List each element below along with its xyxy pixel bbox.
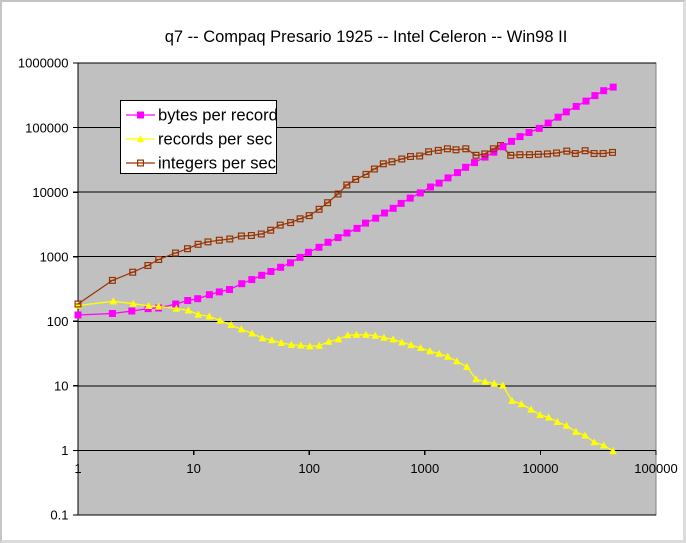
svg-text:1: 1 — [61, 443, 68, 458]
svg-text:100000: 100000 — [634, 461, 677, 476]
svg-text:records per sec: records per sec — [158, 129, 272, 148]
svg-text:10000: 10000 — [32, 185, 68, 200]
svg-text:1000: 1000 — [410, 461, 439, 476]
svg-text:10: 10 — [54, 379, 68, 394]
svg-text:bytes per record: bytes per record — [158, 105, 278, 124]
svg-text:100000: 100000 — [25, 120, 68, 135]
svg-text:100: 100 — [298, 461, 320, 476]
svg-text:q7 -- Compaq Presario 1925 --: q7 -- Compaq Presario 1925 -- Intel Cele… — [165, 28, 568, 46]
svg-text:100: 100 — [47, 314, 69, 329]
svg-text:1: 1 — [74, 461, 81, 476]
svg-text:1000: 1000 — [40, 249, 69, 264]
svg-text:10000: 10000 — [522, 461, 558, 476]
svg-text:10: 10 — [186, 461, 200, 476]
svg-text:0.1: 0.1 — [50, 508, 68, 523]
svg-text:integers per sec: integers per sec — [158, 153, 276, 172]
svg-text:1000000: 1000000 — [18, 56, 69, 71]
